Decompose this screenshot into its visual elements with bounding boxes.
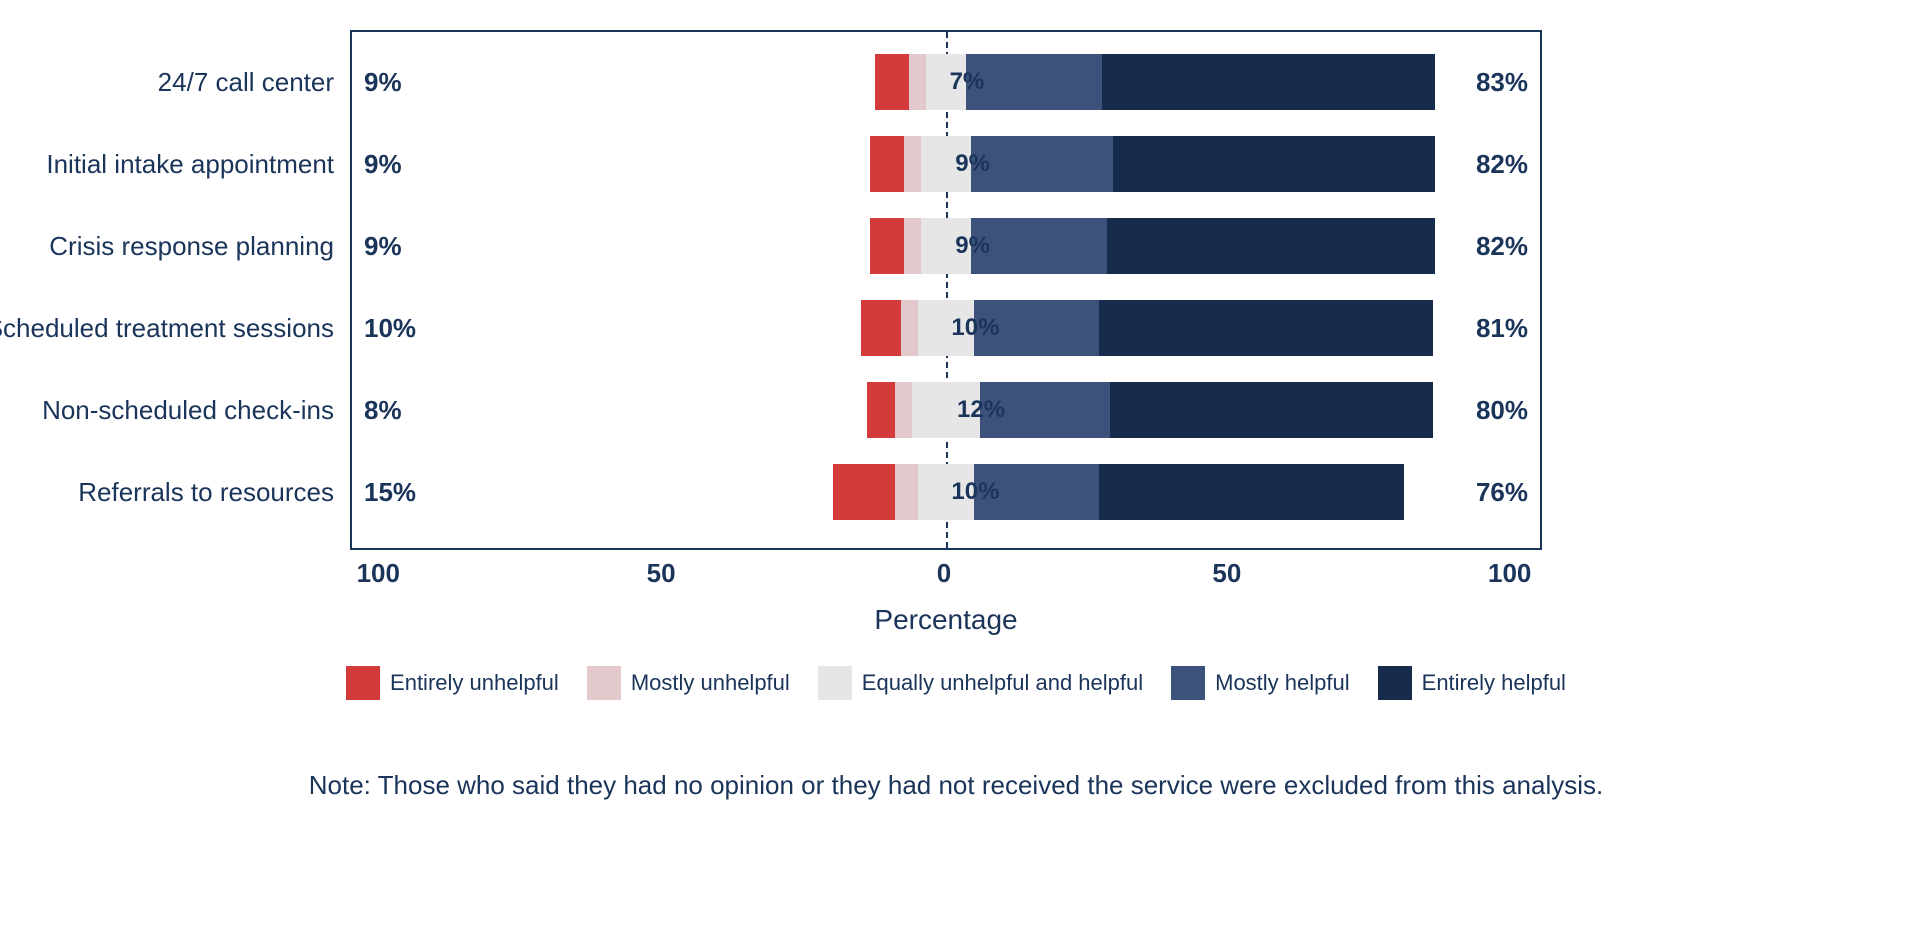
legend-item: Mostly unhelpful (587, 666, 790, 700)
chart-note: Note: Those who said they had no opinion… (0, 770, 1912, 801)
left-pct-label: 15% (364, 464, 434, 520)
legend-item: Entirely unhelpful (346, 666, 559, 700)
legend-item: Entirely helpful (1378, 666, 1566, 700)
right-pct-label: 82% (1458, 136, 1528, 192)
seg-mostly-unhelpful (904, 136, 921, 192)
legend-label: Mostly helpful (1215, 670, 1350, 696)
x-tick: 100 (357, 558, 400, 589)
seg-entirely-helpful (1099, 300, 1433, 356)
x-tick: 0 (937, 558, 951, 589)
seg-mostly-unhelpful (895, 382, 912, 438)
neutral-pct-label: 9% (943, 136, 1003, 192)
legend-label: Mostly unhelpful (631, 670, 790, 696)
category-label: 24/7 call center (158, 54, 334, 110)
seg-entirely-unhelpful (875, 54, 909, 110)
right-pct-label: 83% (1458, 54, 1528, 110)
x-tick: 100 (1488, 558, 1531, 589)
bar-row: Initial intake appointment9%82%9% (352, 136, 1540, 192)
neutral-pct-label: 12% (951, 382, 1011, 438)
neutral-pct-label: 9% (943, 218, 1003, 274)
left-pct-label: 10% (364, 300, 434, 356)
seg-entirely-unhelpful (870, 136, 904, 192)
category-label: Crisis response planning (49, 218, 334, 274)
right-pct-label: 76% (1458, 464, 1528, 520)
x-axis-title: Percentage (350, 604, 1542, 636)
bar-row: Non-scheduled check-ins8%80%12% (352, 382, 1540, 438)
seg-entirely-helpful (1113, 136, 1435, 192)
category-label: Non-scheduled check-ins (42, 382, 334, 438)
legend-swatch (1378, 666, 1412, 700)
neutral-pct-label: 10% (945, 464, 1005, 520)
plot-area: 24/7 call center9%83%7%Initial intake ap… (350, 30, 1542, 550)
seg-entirely-helpful (1107, 218, 1435, 274)
legend-label: Entirely helpful (1422, 670, 1566, 696)
legend-label: Entirely unhelpful (390, 670, 559, 696)
x-tick: 50 (647, 558, 676, 589)
bar-row: Crisis response planning9%82%9% (352, 218, 1540, 274)
left-pct-label: 8% (364, 382, 434, 438)
seg-mostly-unhelpful (895, 464, 918, 520)
legend-label: Equally unhelpful and helpful (862, 670, 1143, 696)
seg-entirely-unhelpful (861, 300, 901, 356)
category-label: Scheduled treatment sessions (0, 300, 334, 356)
seg-mostly-unhelpful (904, 218, 921, 274)
category-label: Initial intake appointment (46, 136, 334, 192)
category-label: Referrals to resources (78, 464, 334, 520)
bar-row: Referrals to resources15%76%10% (352, 464, 1540, 520)
chart-container: 24/7 call center 9% 83% 7% Initial intake ap… (0, 0, 1912, 938)
left-pct-label: 9% (364, 54, 434, 110)
legend-item: Mostly helpful (1171, 666, 1350, 700)
legend: Entirely unhelpful Mostly unhelpful Equall… (0, 666, 1912, 700)
legend-swatch (587, 666, 621, 700)
right-pct-label: 82% (1458, 218, 1528, 274)
legend-item: Equally unhelpful and helpful (818, 666, 1143, 700)
bar-row: Scheduled treatment sessions10%81%10% (352, 300, 1540, 356)
legend-swatch (346, 666, 380, 700)
left-pct-label: 9% (364, 218, 434, 274)
seg-entirely-unhelpful (833, 464, 895, 520)
x-axis-ticks: 100 50 0 50 100 (350, 550, 1542, 590)
neutral-pct-label: 7% (937, 54, 997, 110)
legend-swatch (1171, 666, 1205, 700)
neutral-pct-label: 10% (945, 300, 1005, 356)
seg-entirely-helpful (1102, 54, 1436, 110)
right-pct-label: 80% (1458, 382, 1528, 438)
right-pct-label: 81% (1458, 300, 1528, 356)
bar-row: 24/7 call center9%83%7% (352, 54, 1540, 110)
seg-mostly-unhelpful (909, 54, 926, 110)
legend-swatch (818, 666, 852, 700)
seg-mostly-unhelpful (901, 300, 918, 356)
seg-entirely-unhelpful (867, 382, 895, 438)
x-tick: 50 (1212, 558, 1241, 589)
seg-entirely-helpful (1099, 464, 1404, 520)
seg-entirely-helpful (1110, 382, 1432, 438)
seg-entirely-unhelpful (870, 218, 904, 274)
left-pct-label: 9% (364, 136, 434, 192)
